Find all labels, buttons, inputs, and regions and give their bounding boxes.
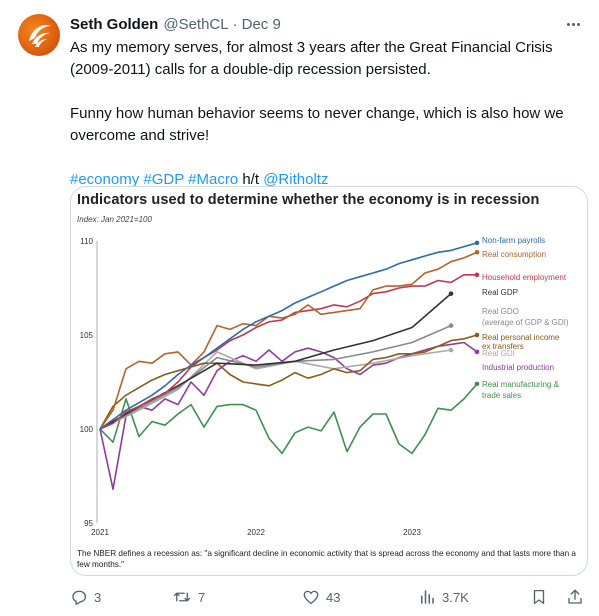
x-tick-label: 2022 (247, 528, 265, 537)
retweet-count: 7 (198, 589, 206, 605)
series-label: Real GDI (482, 349, 515, 358)
series-label: Real GDP (482, 288, 518, 297)
hashtag-link[interactable]: #economy (70, 171, 140, 188)
more-icon[interactable] (561, 14, 585, 34)
share-icon (568, 589, 582, 604)
y-tick-label: 110 (80, 237, 93, 246)
series-end-point (474, 272, 480, 278)
hashtag-link[interactable]: #GDP (143, 171, 184, 188)
series-line (99, 383, 478, 455)
views-count: 3.7K (442, 589, 469, 605)
post-date[interactable]: Dec 9 (241, 15, 281, 33)
series-end-point (474, 349, 480, 355)
retweet-button[interactable]: 7 (172, 588, 205, 606)
author-handle[interactable]: @SethCL (163, 15, 229, 33)
bookmark-icon (533, 589, 545, 605)
series-line (99, 349, 452, 430)
tweet-paragraph: As my memory serves, for almost 3 years … (70, 39, 553, 78)
series-end-point (448, 323, 454, 328)
reply-count: 3 (94, 589, 102, 605)
like-icon (303, 590, 319, 605)
x-tick-label: 2023 (403, 528, 421, 537)
series-label: Non-farm payrolls (482, 236, 545, 245)
series-label: Real manufacturing & trade sales (482, 380, 560, 400)
series-end-point (474, 249, 480, 255)
series-end-point (474, 381, 480, 387)
series-end-point (474, 240, 480, 246)
series-end-point (448, 291, 454, 296)
author-name[interactable]: Seth Golden (70, 15, 159, 33)
chart-subtitle: Index: Jan 2021=100 (77, 215, 152, 224)
series-label: Real GDO (average of GDP & GDI) (482, 307, 569, 327)
series-line (99, 242, 478, 430)
y-tick-label: 100 (80, 425, 94, 434)
series-line (99, 341, 478, 490)
y-tick-label: 95 (84, 519, 93, 528)
media-card[interactable]: 95 100 105 110 2021 2022 2023 Non-farm payrolls… (70, 186, 588, 576)
series-label: Real personal income ex transfers (482, 333, 560, 351)
retweet-icon (173, 592, 191, 602)
avatar-logo-icon (29, 25, 51, 47)
action-bar: 3 7 43 3.7K (70, 584, 588, 610)
series-line (99, 251, 478, 430)
x-tick-label: 2021 (91, 528, 109, 537)
like-button[interactable]: 43 (302, 588, 340, 606)
views-icon (421, 590, 434, 604)
series-label: Industrial production (482, 363, 554, 372)
ht-text: h/t (242, 171, 260, 188)
share-button[interactable] (566, 588, 584, 606)
tweet-paragraph: Funny how human behavior seems to never … (70, 105, 564, 144)
series-label: Household employment (482, 273, 567, 282)
chart-title: Indicators used to determine whether the… (77, 192, 540, 208)
like-count: 43 (326, 589, 341, 605)
series-label: Real consumption (482, 250, 546, 259)
series-line (99, 334, 478, 430)
series-end-point (474, 332, 480, 338)
chart: 95 100 105 110 2021 2022 2023 Non-farm payrolls… (80, 236, 569, 537)
reply-icon (72, 590, 87, 605)
reply-button[interactable]: 3 (70, 588, 101, 606)
series-end-point (448, 347, 454, 353)
mention-link[interactable]: @Ritholtz (263, 171, 329, 188)
avatar[interactable] (18, 14, 60, 56)
y-tick-label: 105 (80, 331, 94, 340)
bookmark-button[interactable] (530, 588, 548, 606)
chart-footnote: The NBER defines a recession as: "a sign… (77, 549, 576, 569)
series-line (99, 324, 452, 430)
separator: · (232, 15, 238, 33)
tweet-tags: #economy #GDP #Macro h/t @Ritholtz (70, 169, 590, 191)
post-header: Seth Golden @SethCL · Dec 9 (70, 14, 585, 34)
hashtag-link[interactable]: #Macro (188, 171, 239, 188)
views-button[interactable]: 3.7K (418, 588, 469, 606)
tweet-text: As my memory serves, for almost 3 years … (70, 37, 590, 191)
